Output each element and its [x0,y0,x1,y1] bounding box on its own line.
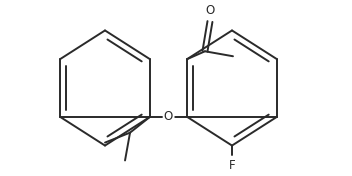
Text: O: O [164,110,173,123]
Text: F: F [229,159,235,172]
Text: O: O [205,4,215,17]
